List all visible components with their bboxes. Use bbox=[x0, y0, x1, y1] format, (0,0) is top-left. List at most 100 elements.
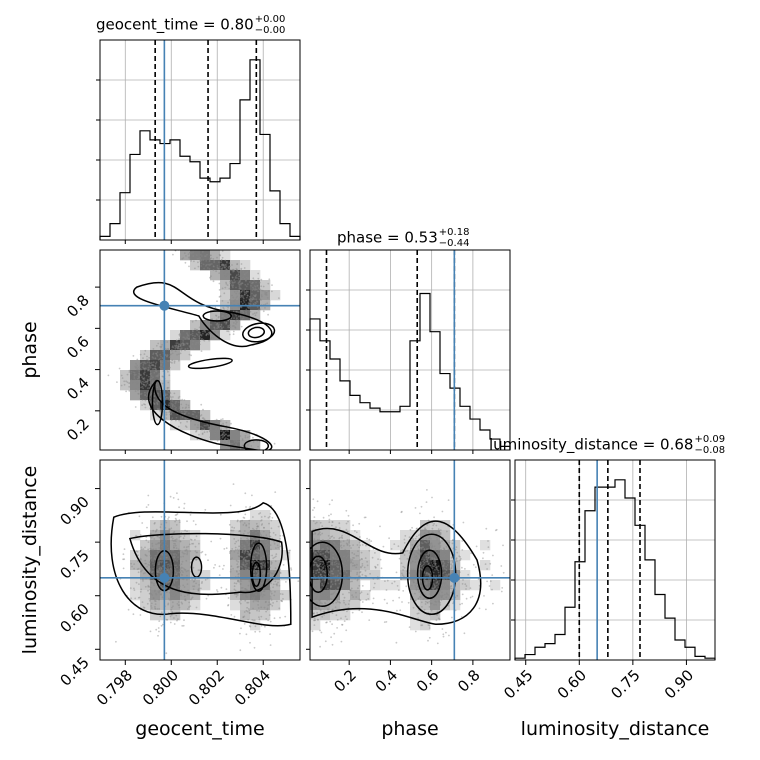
density-cell bbox=[170, 590, 181, 601]
sample-point bbox=[445, 569, 448, 572]
sample-point bbox=[240, 290, 243, 293]
sample-point bbox=[342, 563, 345, 566]
sample-point bbox=[439, 549, 442, 551]
sample-point bbox=[325, 558, 328, 560]
sample-point bbox=[411, 537, 414, 540]
sample-point bbox=[461, 566, 463, 569]
sample-point bbox=[125, 390, 127, 393]
sample-point bbox=[352, 524, 354, 527]
sample-point bbox=[219, 254, 222, 257]
sample-point bbox=[332, 553, 335, 556]
sample-point bbox=[187, 253, 190, 256]
sample-point bbox=[322, 570, 325, 572]
sample-point bbox=[268, 531, 271, 534]
sample-point bbox=[153, 371, 156, 374]
sample-point bbox=[157, 394, 160, 397]
sample-point bbox=[427, 519, 430, 522]
sample-point bbox=[324, 589, 326, 592]
sample-point bbox=[184, 425, 187, 428]
sample-point bbox=[140, 392, 143, 395]
sample-point bbox=[331, 563, 334, 566]
sample-point bbox=[256, 573, 259, 576]
sample-point bbox=[337, 579, 340, 581]
sample-point bbox=[235, 439, 237, 442]
sample-point bbox=[142, 387, 145, 390]
density-cell bbox=[180, 600, 191, 611]
sample-point bbox=[223, 434, 226, 437]
sample-point bbox=[194, 545, 197, 548]
sample-point bbox=[420, 552, 422, 554]
sample-point bbox=[252, 436, 254, 439]
sample-point bbox=[260, 565, 263, 568]
sample-point bbox=[344, 570, 347, 572]
contour-line bbox=[416, 549, 443, 600]
sample-point bbox=[197, 589, 200, 592]
sample-point bbox=[279, 545, 282, 548]
sample-point bbox=[178, 395, 181, 398]
sample-point bbox=[348, 541, 350, 544]
sample-point bbox=[312, 509, 314, 511]
sample-point bbox=[240, 294, 243, 297]
sample-point bbox=[203, 418, 206, 421]
sample-point bbox=[214, 419, 216, 422]
sample-point bbox=[175, 345, 178, 347]
sample-point bbox=[240, 278, 243, 280]
sample-point bbox=[173, 580, 176, 583]
sample-point bbox=[349, 589, 351, 591]
sample-point bbox=[231, 325, 234, 327]
sample-point bbox=[135, 373, 137, 376]
sample-point bbox=[364, 516, 367, 519]
sample-point bbox=[249, 531, 251, 534]
sample-point bbox=[400, 562, 403, 565]
sample-point bbox=[430, 602, 433, 605]
sample-point bbox=[241, 541, 243, 543]
sample-point bbox=[315, 586, 317, 588]
sample-point bbox=[235, 321, 238, 324]
sample-point bbox=[331, 583, 334, 586]
sample-point bbox=[351, 552, 354, 554]
density-cell bbox=[130, 550, 141, 561]
sample-point bbox=[155, 352, 157, 355]
sample-point bbox=[331, 535, 334, 538]
sample-point bbox=[239, 530, 242, 533]
sample-point bbox=[426, 548, 429, 550]
sample-point bbox=[187, 589, 190, 592]
sample-point bbox=[268, 603, 271, 606]
sample-point bbox=[419, 533, 422, 536]
sample-point bbox=[166, 591, 168, 594]
sample-point bbox=[442, 547, 445, 549]
sample-point bbox=[315, 607, 317, 610]
sample-point bbox=[226, 330, 229, 332]
sample-point bbox=[226, 284, 229, 286]
sample-point bbox=[158, 561, 160, 564]
sample-point bbox=[429, 602, 432, 605]
sample-point bbox=[366, 560, 368, 563]
sample-point bbox=[418, 534, 420, 537]
sample-point bbox=[144, 349, 147, 352]
title-uncertainty: +0.09 −0.08 bbox=[694, 434, 725, 456]
sample-point bbox=[235, 593, 238, 596]
sample-point bbox=[192, 585, 194, 588]
sample-point bbox=[175, 573, 178, 576]
sample-point bbox=[350, 570, 352, 572]
sample-point bbox=[358, 522, 361, 525]
sample-point bbox=[249, 310, 252, 313]
sample-point bbox=[219, 435, 221, 438]
sample-point bbox=[136, 368, 139, 370]
sample-point bbox=[241, 551, 244, 554]
sample-point bbox=[243, 301, 246, 303]
sample-point bbox=[160, 545, 163, 548]
lower-error: −0.08 bbox=[694, 445, 726, 456]
sample-point bbox=[239, 569, 242, 572]
sample-point bbox=[158, 630, 160, 633]
density-cell bbox=[240, 590, 251, 601]
sample-point bbox=[188, 337, 190, 340]
y-tick-label: 0.45 bbox=[56, 653, 92, 689]
sample-point bbox=[234, 326, 237, 328]
sample-point bbox=[212, 258, 215, 260]
sample-point bbox=[269, 572, 272, 574]
density-cell bbox=[250, 560, 261, 571]
sample-point bbox=[236, 277, 238, 279]
sample-point bbox=[359, 599, 362, 602]
sample-point bbox=[331, 549, 333, 552]
